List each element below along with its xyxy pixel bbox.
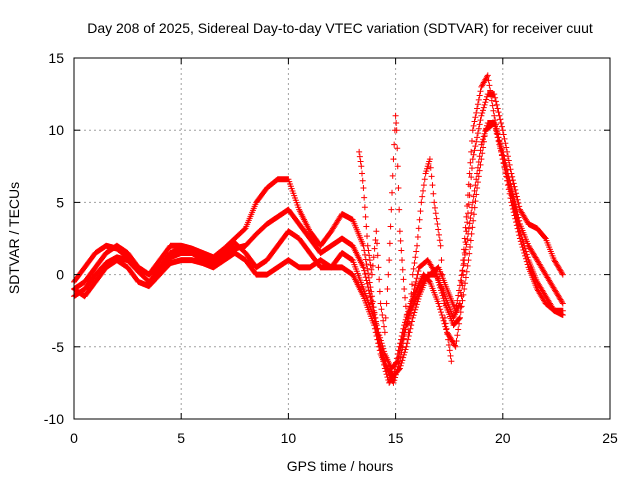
y-tick-label: 15 [48,50,64,66]
y-axis-title: SDTVAR / TECUs [6,182,22,294]
y-tick-label: 10 [48,122,64,138]
x-tick-label: 25 [602,430,618,446]
axis-ticks: 0 5 10 15 20 25 -10 -5 0 5 10 15 [44,50,618,446]
plot-frame [73,57,611,420]
x-tick-label: 20 [495,430,511,446]
y-tick-label: -5 [52,339,65,355]
x-tick-label: 5 [177,430,185,446]
x-tick-label: 0 [70,430,78,446]
y-tick-label: 0 [56,267,64,283]
series-spikes [356,112,455,365]
x-tick-label: 10 [281,430,297,446]
plus-markers [356,112,455,365]
x-tick-label: 15 [388,430,404,446]
chart-title: Day 208 of 2025, Sidereal Day-to-day VTE… [87,20,593,36]
x-axis-title: GPS time / hours [287,458,394,474]
y-tick-label: 5 [56,194,64,210]
y-tick-label: -10 [44,411,64,427]
